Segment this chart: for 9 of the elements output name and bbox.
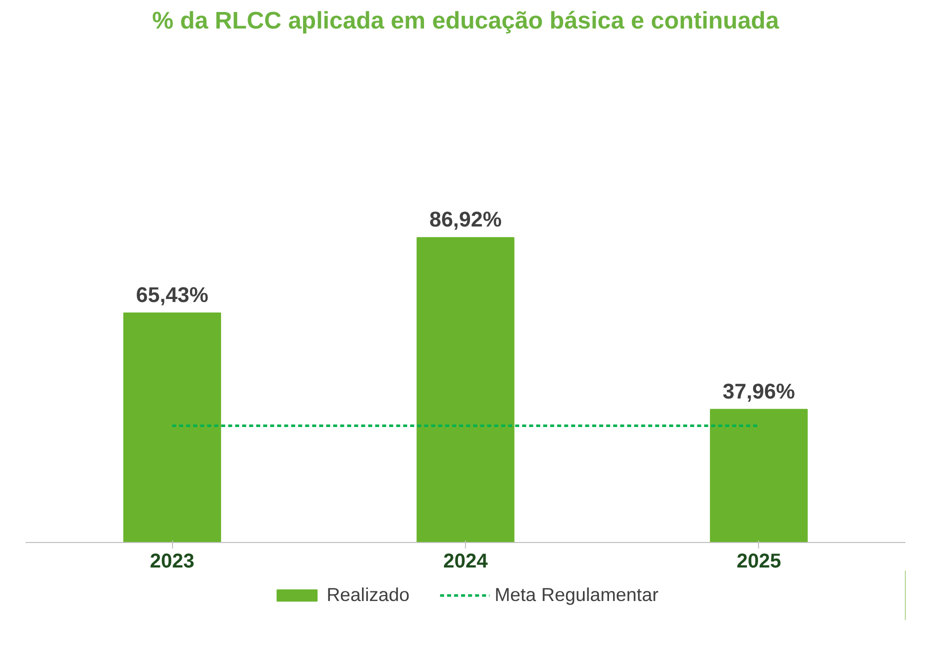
x-tick-label: 2025 [736,550,782,572]
chart-title: % da RLCC aplicada em educação básica e continuada [152,8,780,34]
data-label: 65,43% [136,283,208,308]
legend-label: Meta Regulamentar [494,584,658,606]
data-label: 37,96% [722,379,796,404]
x-tick-label: 2024 [443,550,489,572]
x-tick-label: 2023 [150,550,194,572]
legend-label: Realizado [326,584,410,606]
data-label: 86,92% [429,208,502,232]
